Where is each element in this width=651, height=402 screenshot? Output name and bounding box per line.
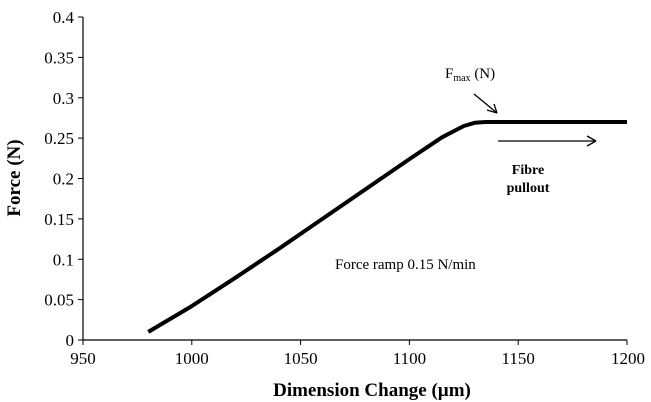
fmax-label: Fmax (N) — [445, 66, 495, 84]
y-tick-label: 0.1 — [53, 250, 74, 269]
y-ticks: 0 0.05 0.1 0.15 0.2 0.25 0.3 0.35 0.4 — [44, 8, 83, 350]
y-tick-label: 0 — [66, 331, 75, 350]
fmax-arrow-line — [473, 93, 498, 114]
fmax-unit: (N) — [471, 66, 496, 82]
fmax-subscript: max — [453, 73, 470, 84]
force-series-line — [147, 120, 627, 334]
y-tick-label: 0.2 — [53, 170, 74, 189]
x-tick-label: 950 — [70, 349, 96, 368]
x-axis-title: Dimension Change (µm) — [273, 380, 471, 401]
fmax-base: F — [445, 66, 453, 82]
x-tick-label: 1200 — [611, 349, 645, 368]
y-tick-label: 0.05 — [44, 291, 74, 310]
plot-layer — [147, 120, 627, 334]
y-tick-label: 0.3 — [53, 89, 74, 108]
x-tick-label: 1050 — [284, 349, 318, 368]
y-tick-label: 0.25 — [44, 129, 74, 148]
y-tick-label: 0.15 — [44, 210, 74, 229]
fmax-arrow-head — [486, 103, 498, 114]
y-tick-label: 0.4 — [53, 8, 75, 27]
ramp-label: Force ramp 0.15 N/min — [335, 257, 476, 273]
pullout-label-line1: Fibre — [512, 163, 544, 178]
y-axis-title: Force (N) — [4, 139, 25, 216]
pullout-label-line2: pullout — [507, 181, 550, 196]
axes-layer — [82, 17, 627, 341]
x-tick-label: 1000 — [175, 349, 209, 368]
pullout-arrow-head — [586, 135, 597, 147]
x-tick-label: 1100 — [393, 349, 426, 368]
x-ticks: 950 1000 1050 1100 1150 1200 — [70, 340, 645, 368]
y-tick-label: 0.35 — [44, 48, 74, 67]
x-tick-label: 1150 — [502, 349, 535, 368]
